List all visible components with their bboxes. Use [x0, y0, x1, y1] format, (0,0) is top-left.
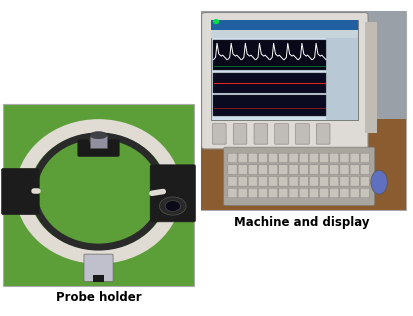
FancyBboxPatch shape	[254, 124, 267, 144]
FancyBboxPatch shape	[228, 165, 236, 174]
FancyBboxPatch shape	[325, 38, 358, 120]
FancyBboxPatch shape	[329, 177, 338, 186]
FancyBboxPatch shape	[299, 165, 308, 174]
FancyBboxPatch shape	[212, 73, 325, 93]
FancyBboxPatch shape	[359, 177, 368, 186]
FancyBboxPatch shape	[329, 153, 338, 163]
FancyBboxPatch shape	[93, 275, 104, 283]
FancyBboxPatch shape	[329, 188, 338, 198]
FancyBboxPatch shape	[309, 177, 318, 186]
FancyBboxPatch shape	[278, 153, 287, 163]
FancyBboxPatch shape	[258, 188, 267, 198]
FancyBboxPatch shape	[228, 188, 236, 198]
FancyBboxPatch shape	[150, 165, 195, 222]
FancyBboxPatch shape	[248, 188, 257, 198]
FancyBboxPatch shape	[212, 40, 325, 70]
FancyBboxPatch shape	[349, 188, 358, 198]
FancyBboxPatch shape	[359, 153, 368, 163]
FancyBboxPatch shape	[268, 188, 277, 198]
FancyBboxPatch shape	[268, 153, 277, 163]
FancyBboxPatch shape	[349, 165, 358, 174]
Circle shape	[213, 20, 218, 23]
FancyBboxPatch shape	[309, 165, 318, 174]
FancyBboxPatch shape	[212, 124, 225, 144]
FancyBboxPatch shape	[339, 177, 348, 186]
FancyBboxPatch shape	[237, 165, 247, 174]
FancyBboxPatch shape	[200, 11, 405, 210]
Ellipse shape	[90, 134, 107, 147]
FancyBboxPatch shape	[288, 177, 297, 186]
FancyBboxPatch shape	[339, 165, 348, 174]
FancyBboxPatch shape	[258, 153, 267, 163]
FancyBboxPatch shape	[248, 177, 257, 186]
FancyBboxPatch shape	[319, 177, 328, 186]
FancyBboxPatch shape	[228, 177, 236, 186]
FancyBboxPatch shape	[248, 153, 257, 163]
FancyBboxPatch shape	[309, 188, 318, 198]
FancyBboxPatch shape	[274, 124, 288, 144]
FancyBboxPatch shape	[258, 165, 267, 174]
FancyBboxPatch shape	[228, 153, 236, 163]
Ellipse shape	[165, 201, 180, 211]
FancyBboxPatch shape	[268, 177, 277, 186]
FancyBboxPatch shape	[359, 188, 368, 198]
FancyBboxPatch shape	[288, 188, 297, 198]
FancyBboxPatch shape	[211, 20, 358, 30]
Ellipse shape	[159, 197, 186, 215]
FancyBboxPatch shape	[248, 165, 257, 174]
FancyBboxPatch shape	[278, 165, 287, 174]
Ellipse shape	[90, 131, 107, 139]
FancyBboxPatch shape	[278, 177, 287, 186]
FancyBboxPatch shape	[268, 165, 277, 174]
FancyBboxPatch shape	[211, 30, 358, 38]
FancyBboxPatch shape	[299, 188, 308, 198]
FancyBboxPatch shape	[223, 147, 374, 205]
FancyBboxPatch shape	[233, 124, 246, 144]
FancyBboxPatch shape	[309, 153, 318, 163]
FancyBboxPatch shape	[84, 254, 113, 282]
FancyBboxPatch shape	[237, 153, 247, 163]
FancyBboxPatch shape	[258, 177, 267, 186]
FancyBboxPatch shape	[349, 177, 358, 186]
FancyBboxPatch shape	[211, 20, 358, 120]
FancyBboxPatch shape	[349, 153, 358, 163]
FancyBboxPatch shape	[329, 165, 338, 174]
FancyBboxPatch shape	[237, 177, 247, 186]
FancyBboxPatch shape	[78, 139, 119, 156]
FancyBboxPatch shape	[212, 95, 325, 116]
FancyBboxPatch shape	[319, 153, 328, 163]
FancyBboxPatch shape	[288, 165, 297, 174]
Text: Machine and display: Machine and display	[233, 216, 368, 229]
FancyBboxPatch shape	[200, 11, 405, 120]
FancyBboxPatch shape	[359, 165, 368, 174]
FancyBboxPatch shape	[200, 118, 405, 210]
FancyBboxPatch shape	[90, 135, 107, 148]
Ellipse shape	[370, 170, 386, 194]
FancyBboxPatch shape	[316, 124, 329, 144]
FancyBboxPatch shape	[339, 188, 348, 198]
FancyBboxPatch shape	[299, 153, 308, 163]
FancyBboxPatch shape	[319, 188, 328, 198]
FancyBboxPatch shape	[319, 165, 328, 174]
FancyBboxPatch shape	[295, 124, 309, 144]
FancyBboxPatch shape	[201, 13, 367, 149]
FancyBboxPatch shape	[2, 168, 39, 215]
FancyBboxPatch shape	[299, 177, 308, 186]
Text: Probe holder: Probe holder	[56, 290, 141, 304]
FancyBboxPatch shape	[3, 104, 193, 286]
FancyBboxPatch shape	[237, 188, 247, 198]
FancyBboxPatch shape	[364, 21, 376, 133]
FancyBboxPatch shape	[278, 188, 287, 198]
FancyBboxPatch shape	[288, 153, 297, 163]
FancyBboxPatch shape	[339, 153, 348, 163]
